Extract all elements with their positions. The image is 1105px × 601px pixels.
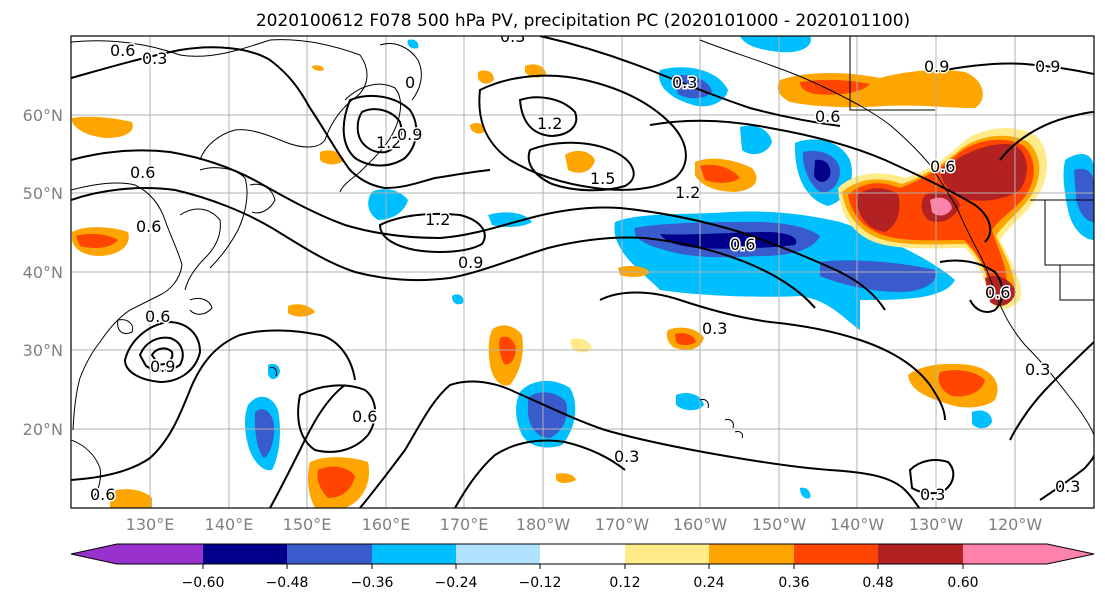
contour-label: 0.3 — [1025, 360, 1050, 379]
contour-label: 0.3 — [672, 73, 697, 92]
lat-label: 30°N — [23, 341, 63, 360]
lon-label: 130°W — [909, 515, 964, 534]
lon-label: 140°E — [205, 515, 254, 534]
lat-label: 60°N — [23, 106, 63, 125]
contour-label: 0.6 — [352, 407, 377, 426]
graticule — [71, 36, 1094, 508]
contour-label: 0.9 — [458, 253, 483, 272]
contour-label: 0 — [405, 73, 415, 92]
colorbar-segment — [1047, 544, 1094, 564]
lat-label: 20°N — [23, 420, 63, 439]
contour-label: 0.3 — [702, 319, 727, 338]
colorbar-tick-label: 0.36 — [778, 575, 809, 591]
colorbar-segment — [878, 544, 963, 564]
colorbar-tick-label: 0.48 — [862, 575, 893, 591]
lon-label: 150°W — [752, 515, 807, 534]
colorbar-segment — [71, 544, 117, 564]
colorbar-tick-label: −0.24 — [435, 575, 478, 591]
colorbar-segment — [625, 544, 709, 564]
colorbar-tick-label: −0.48 — [266, 575, 309, 591]
contour-label: 0.3 — [1055, 477, 1080, 496]
colorbar: −0.60 −0.48 −0.36 −0.24 −0.12 0.12 0.24 … — [70, 543, 1095, 591]
contour-label: 1.2 — [675, 183, 700, 202]
contour-label: 0.3 — [920, 485, 945, 504]
colorbar-segment — [540, 544, 625, 564]
lon-label: 140°W — [830, 515, 885, 534]
lat-label: 40°N — [23, 263, 63, 282]
colorbar-segment — [203, 544, 287, 564]
contour-label: 0.3 — [142, 49, 167, 68]
colorbar-segment — [709, 544, 794, 564]
colorbar-tick-label: 0.12 — [609, 575, 640, 591]
contour-label: 1.2 — [425, 210, 450, 229]
latitude-labels: 60°N 50°N 40°N 30°N 20°N — [23, 106, 63, 439]
contour-label: 1.2 — [537, 114, 562, 133]
contour-label: 0.6 — [985, 283, 1010, 302]
colorbar-tick-label: 0.60 — [947, 575, 978, 591]
colorbar-outline — [70, 543, 1095, 565]
colorbar-segment — [963, 544, 1047, 564]
coastlines — [71, 36, 1094, 501]
lon-label: 120°W — [988, 515, 1043, 534]
map-frame — [70, 35, 1095, 509]
lon-label: 130°E — [126, 515, 175, 534]
contour-label: 0.3 — [500, 27, 525, 46]
longitude-labels: 130°E 140°E 150°E 160°E 170°E 180°W 170°… — [126, 515, 1043, 534]
contour-label: 0.6 — [145, 307, 170, 326]
contour-labels: 0.6 0.3 0.6 0.3 0.9 0.9 1.2 1.2 1.5 1.2 … — [89, 27, 1082, 506]
colorbar-tick-label: 0.24 — [693, 575, 724, 591]
pv-contours — [71, 36, 1094, 508]
contour-label: 0.6 — [110, 41, 135, 60]
lon-label: 170°W — [595, 515, 650, 534]
lon-label: 160°E — [362, 515, 411, 534]
map-title: 2020100612 F078 500 hPa PV, precipitatio… — [256, 11, 910, 31]
colorbar-segment — [287, 544, 372, 564]
lat-label: 50°N — [23, 184, 63, 203]
contour-label: 1.5 — [590, 169, 615, 188]
colorbar-segment — [117, 544, 203, 564]
lon-label: 160°W — [673, 515, 728, 534]
contour-label: 0.6 — [90, 485, 115, 504]
colorbar-segment — [372, 544, 456, 564]
contour-label: 0.6 — [815, 107, 840, 126]
contour-label: 0.9 — [150, 357, 175, 376]
colorbar-segment — [794, 544, 878, 564]
contour-label: 0.9 — [397, 125, 422, 144]
contour-label: 0.6 — [130, 163, 155, 182]
lon-label: 150°E — [283, 515, 332, 534]
contour-label: 1.2 — [376, 133, 401, 152]
contour-label: 0.6 — [930, 157, 955, 176]
contour-label: 0.6 — [730, 235, 755, 254]
lon-label: 170°E — [440, 515, 489, 534]
colorbar-tick-label: −0.60 — [182, 575, 225, 591]
colorbar-segment — [456, 544, 540, 564]
contour-label: 0.6 — [136, 217, 161, 236]
contour-label: 0.9 — [1035, 57, 1060, 76]
precipitation-shading — [72, 36, 1094, 508]
colorbar-tick-label: −0.12 — [519, 575, 562, 591]
contour-label: 0.9 — [924, 57, 949, 76]
lon-label: 180°W — [516, 515, 571, 534]
colorbar-tick-label: −0.36 — [351, 575, 394, 591]
contour-label: 0.3 — [614, 447, 639, 466]
